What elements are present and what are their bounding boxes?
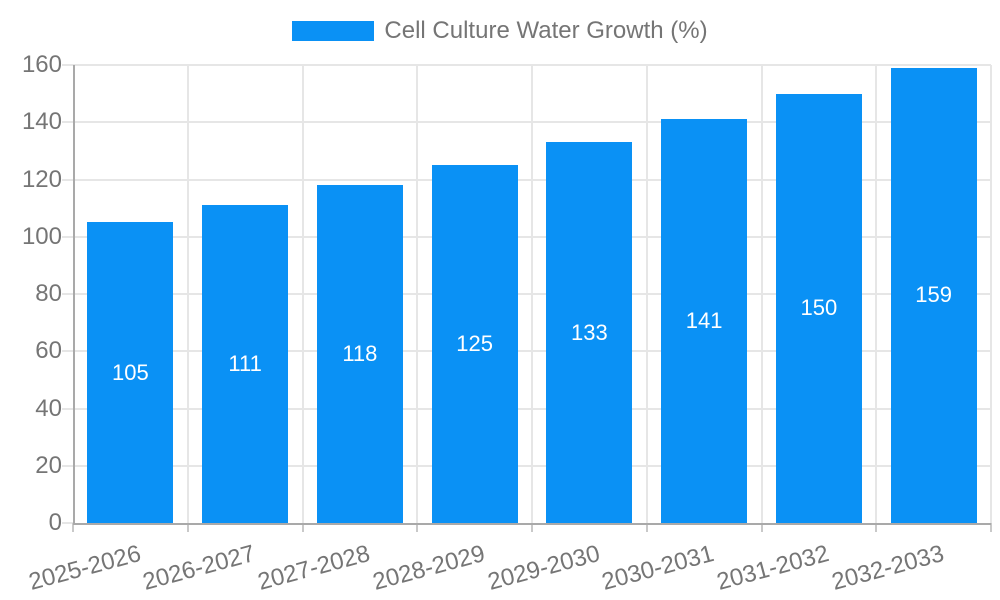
v-gridline [186,65,189,523]
plot-area: 0 20 40 60 80 100 120 140 160 105 2025-2026 111 2026… [22,51,992,596]
bar-value-label: 125 [456,331,493,357]
y-tick-mark [62,178,73,181]
bar-value-label: 159 [915,282,952,308]
legend[interactable]: Cell Culture Water Growth (%) [0,17,1000,45]
x-axis-tick-label: 2025-2026 [25,540,144,596]
bar[interactable]: 133 [546,142,633,523]
bar[interactable]: 141 [661,119,748,523]
bar[interactable]: 159 [890,67,977,523]
bar[interactable]: 125 [431,165,518,523]
v-gridline [416,65,419,523]
y-tick-mark [62,121,73,124]
x-axis-tick-label: 2026-2027 [140,540,259,596]
y-axis-tick-label: 100 [21,222,62,250]
v-gridline [301,65,304,523]
y-tick-mark [62,235,73,238]
x-axis-tick-label: 2028-2029 [369,540,488,596]
y-tick-mark [62,464,73,467]
y-tick-mark [62,522,73,524]
x-tick-mark [760,523,763,532]
v-gridline [760,65,763,523]
x-axis-tick-label: 2029-2030 [484,540,603,596]
y-axis-line [73,65,75,523]
bar-value-label: 111 [228,351,262,377]
x-tick-mark [186,523,189,532]
bar-value-label: 141 [685,308,723,334]
y-axis-tick-label: 40 [35,394,62,422]
y-axis-tick-label: 20 [35,451,62,479]
x-tick-mark [875,523,878,532]
y-axis-tick-label: 160 [21,51,62,78]
x-axis-tick-label: 2032-2033 [828,540,947,596]
y-axis-tick-label: 140 [21,108,62,136]
y-tick-mark [62,293,73,295]
x-tick-mark [301,523,304,532]
legend-label: Cell Culture Water Growth (%) [384,17,708,44]
x-tick-mark [72,523,74,532]
x-tick-mark [990,523,992,532]
bar[interactable]: 118 [316,185,403,523]
legend-swatch-icon [292,21,375,41]
bar-value-label: 133 [571,319,608,345]
x-tick-mark [416,523,419,532]
bar-value-label: 118 [342,341,378,367]
bar[interactable]: 150 [775,93,862,523]
bar[interactable]: 105 [87,222,174,523]
x-tick-mark [531,523,533,532]
v-gridline [531,65,533,523]
x-axis-tick-label: 2031-2032 [714,540,832,596]
y-axis-tick-label: 80 [35,280,62,307]
y-axis-tick-label: 0 [48,509,62,536]
y-axis-tick-label: 60 [35,337,62,365]
v-gridline [990,65,992,523]
bar-value-label: 150 [800,295,838,321]
y-axis-tick-label: 120 [21,165,62,193]
bar-value-label: 105 [112,359,149,385]
x-axis-line [73,523,991,525]
y-tick-mark [62,350,73,353]
y-tick-mark [62,407,73,410]
v-gridline [875,65,878,523]
x-axis-tick-label: 2030-2031 [599,540,718,596]
bar[interactable]: 111 [202,205,289,523]
y-tick-mark [62,64,73,66]
v-gridline [645,65,648,523]
x-tick-mark [645,523,648,532]
x-axis-tick-label: 2027-2028 [255,540,373,596]
